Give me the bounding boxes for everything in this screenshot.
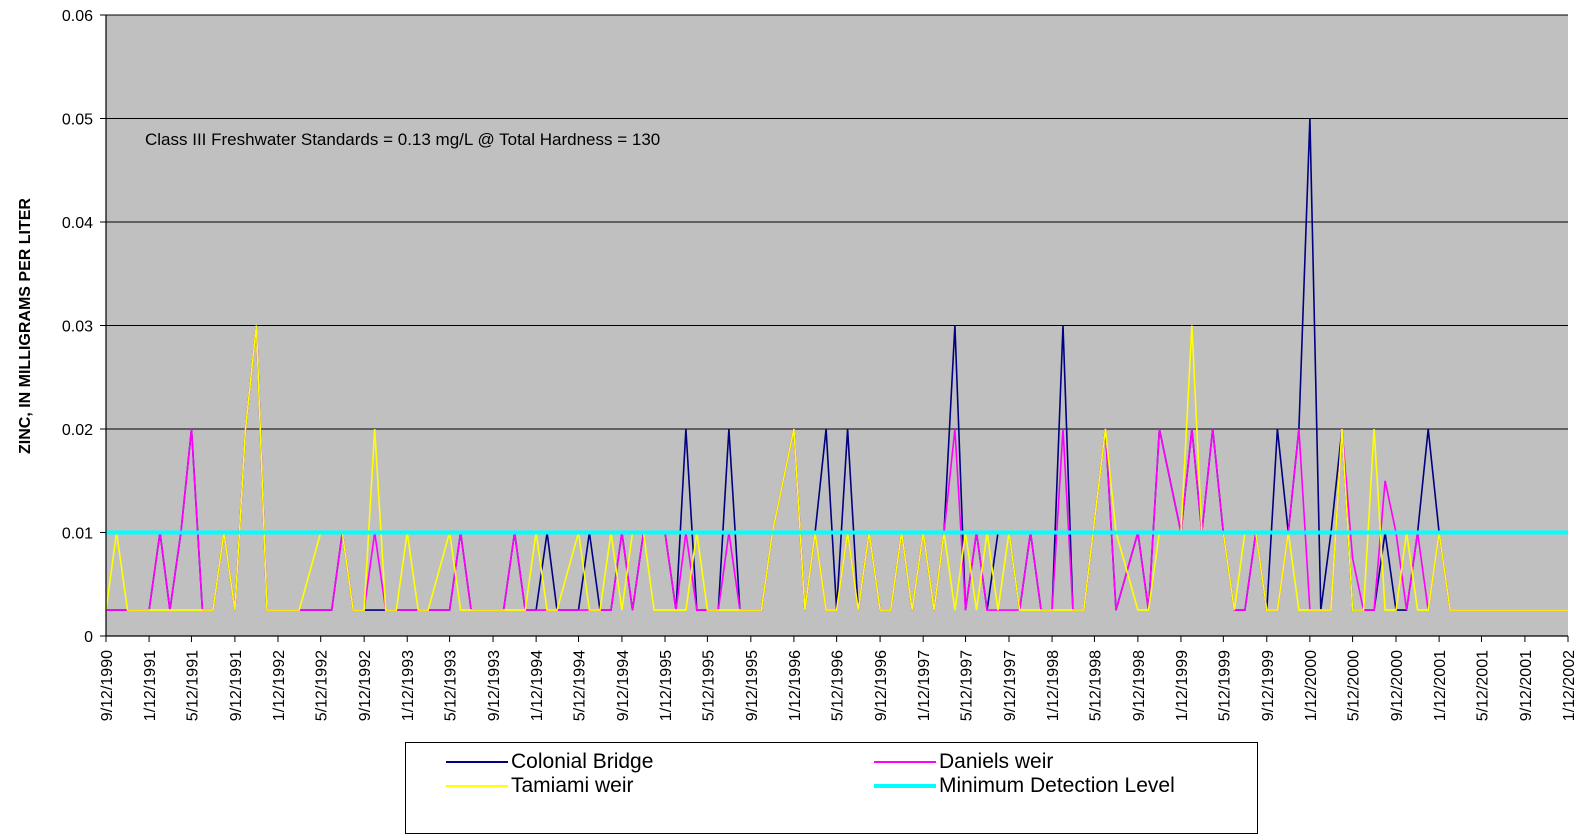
x-tick-label: 9/12/1992 — [357, 650, 374, 721]
legend: Colonial Bridge Daniels weir Tamiami wei… — [405, 742, 1258, 834]
x-tick-label: 9/12/1993 — [486, 650, 503, 721]
x-tick-label: 9/12/1990 — [99, 650, 116, 721]
y-tick-label: 0.02 — [62, 422, 93, 439]
x-tick-label: 9/12/1997 — [1002, 650, 1019, 721]
legend-item-minimum-detection-level: Minimum Detection Level — [874, 775, 1175, 797]
y-axis-label: ZINC, IN MILLIGRAMS PER LITER — [17, 198, 34, 454]
series-lines — [105, 118, 1568, 611]
y-tick-label: 0 — [84, 629, 93, 646]
legend-label-daniels-weir: Daniels weir — [939, 750, 1054, 773]
x-tick-label: 1/12/1999 — [1174, 650, 1191, 721]
x-tick-label: 9/12/2001 — [1518, 650, 1535, 721]
legend-label-colonial-bridge: Colonial Bridge — [511, 750, 654, 773]
x-tick-label: 9/12/1994 — [615, 650, 632, 721]
x-tick-label: 1/12/1997 — [916, 650, 933, 721]
x-tick-label: 9/12/2000 — [1389, 650, 1406, 721]
x-tick-label: 1/12/1991 — [142, 650, 159, 721]
legend-item-tamiami-weir: Tamiami weir — [446, 775, 634, 797]
x-tick-label: 5/12/1998 — [1087, 650, 1104, 721]
legend-swatch-tamiami-weir — [446, 785, 508, 787]
x-tick-label: 1/12/1998 — [1045, 650, 1062, 721]
x-tick-label: 9/12/1995 — [744, 650, 761, 721]
legend-swatch-minimum-detection-level — [874, 784, 936, 788]
y-tick-label: 0.03 — [62, 319, 93, 336]
x-tick-label: 5/12/1993 — [443, 650, 460, 721]
chart-svg: 0 0.01 0.02 0.03 0.04 0.05 0.06 9/12/1990 1/12/… — [17, 8, 1577, 721]
y-tick-label: 0.05 — [62, 112, 93, 129]
x-tick-label: 1/12/2000 — [1303, 650, 1320, 721]
y-tick-label: 0.06 — [62, 8, 93, 25]
x-tick-label: 5/12/1991 — [184, 650, 201, 721]
y-tick-labels: 0 0.01 0.02 0.03 0.04 0.05 0.06 — [62, 8, 106, 646]
x-tick-label: 5/12/1992 — [314, 650, 331, 721]
x-tick-label: 9/12/1991 — [228, 650, 245, 721]
x-tick-label: 5/12/1994 — [572, 650, 589, 721]
x-tick-label: 9/12/1998 — [1131, 650, 1148, 721]
standards-annotation: Class III Freshwater Standards = 0.13 mg… — [145, 130, 660, 149]
x-tick-label: 1/12/1995 — [658, 650, 675, 721]
x-tick-label: 5/12/1999 — [1216, 650, 1233, 721]
y-tick-label: 0.01 — [62, 526, 93, 543]
x-tick-label: 5/12/2001 — [1474, 650, 1491, 721]
x-tick-label: 5/12/1996 — [830, 650, 847, 721]
legend-swatch-colonial-bridge — [446, 761, 508, 763]
y-tick-label: 0.04 — [62, 215, 93, 232]
x-tick-label: 1/12/1993 — [400, 650, 417, 721]
x-tick-label: 1/12/2002 — [1561, 650, 1577, 721]
x-tick-labels: 9/12/1990 1/12/1991 5/12/1991 9/12/1991 1/12… — [99, 636, 1577, 721]
x-tick-label: 1/12/1996 — [787, 650, 804, 721]
x-tick-label: 5/12/1997 — [959, 650, 976, 721]
x-tick-label: 9/12/1996 — [873, 650, 890, 721]
legend-label-minimum-detection-level: Minimum Detection Level — [939, 774, 1175, 797]
legend-item-daniels-weir: Daniels weir — [874, 751, 1053, 773]
x-tick-label: 1/12/2001 — [1432, 650, 1449, 721]
x-tick-label: 9/12/1999 — [1260, 650, 1277, 721]
x-tick-label: 1/12/1992 — [271, 650, 288, 721]
legend-label-tamiami-weir: Tamiami weir — [511, 774, 634, 797]
x-tick-label: 1/12/1994 — [529, 650, 546, 721]
legend-item-colonial-bridge: Colonial Bridge — [446, 751, 653, 773]
x-tick-label: 5/12/1995 — [700, 650, 717, 721]
legend-swatch-daniels-weir — [874, 761, 936, 763]
x-tick-label: 5/12/2000 — [1346, 650, 1363, 721]
